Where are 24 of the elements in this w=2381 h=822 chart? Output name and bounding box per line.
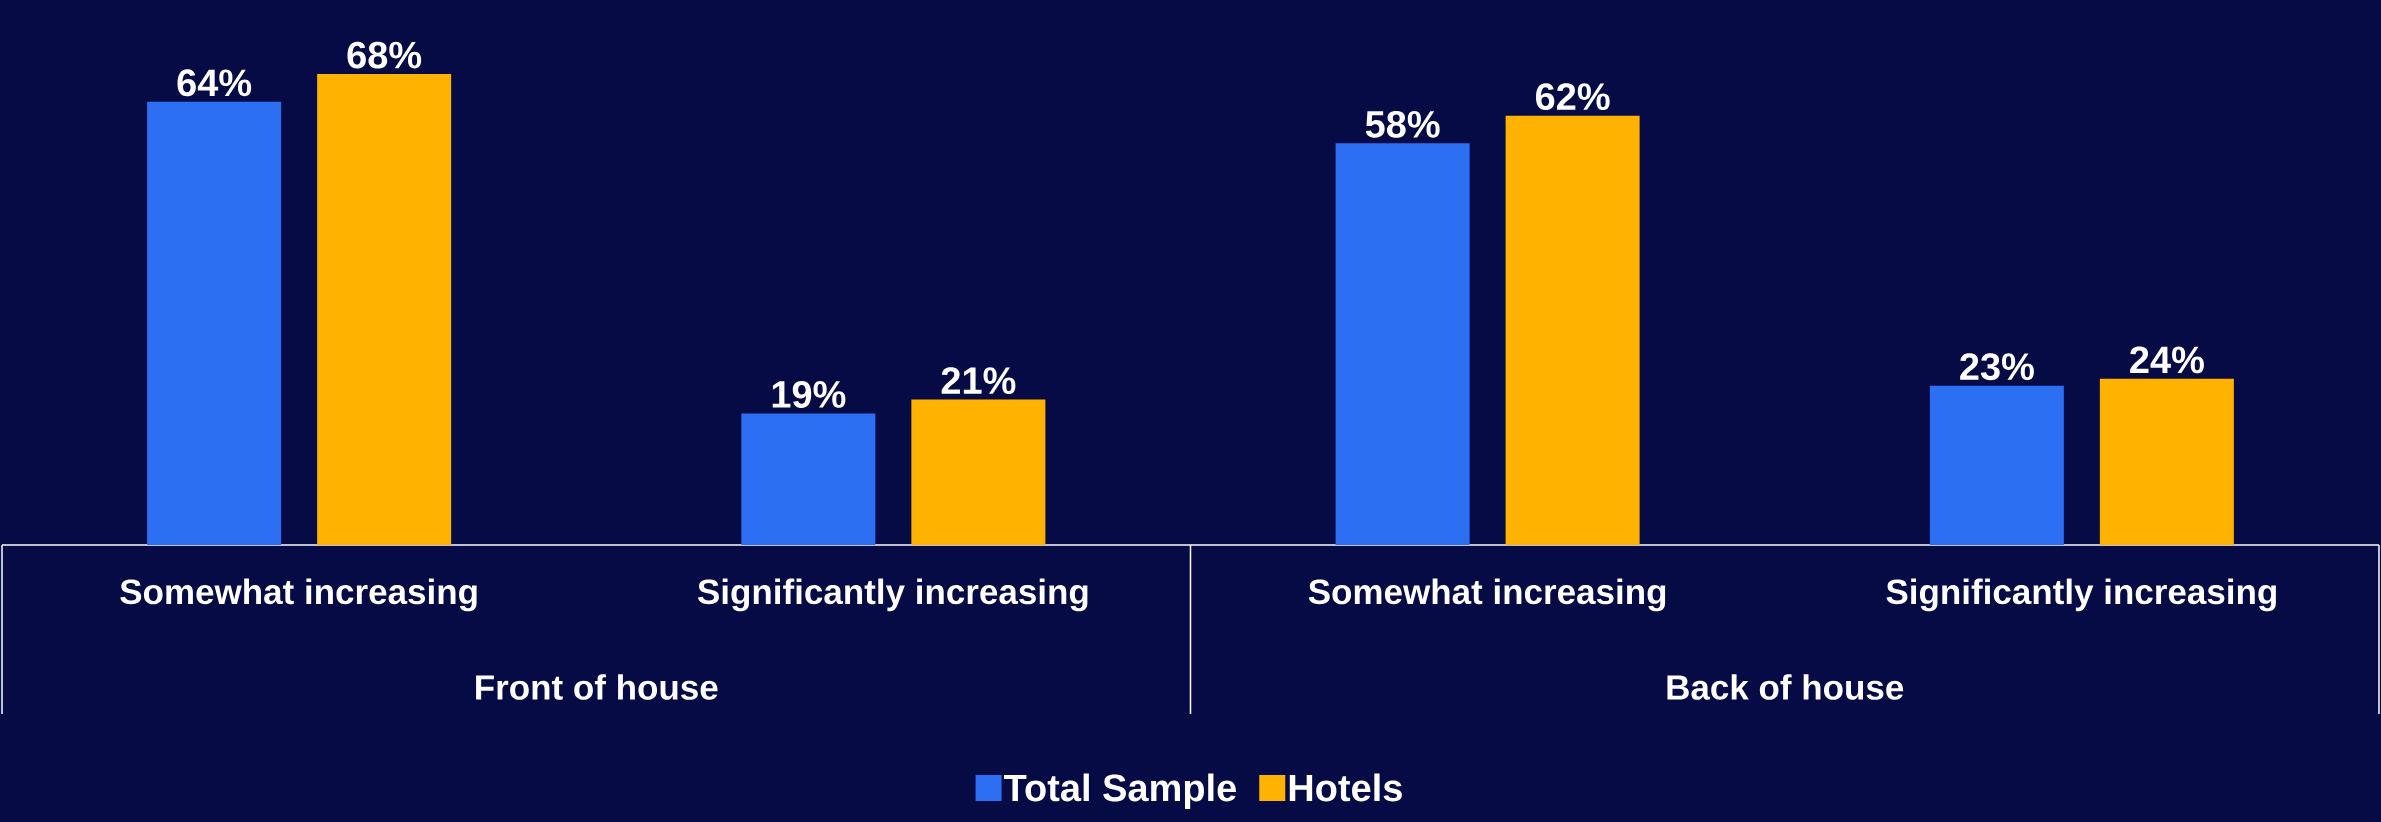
bar: [2099, 378, 2234, 545]
bar: [1505, 115, 1640, 545]
legend-label: Hotels: [1289, 773, 1402, 802]
data-label: 68%: [347, 41, 422, 69]
data-label: 24%: [2130, 346, 2204, 374]
bar: [147, 101, 282, 545]
legend-label: Total Sample: [1004, 773, 1236, 809]
data-label: 23%: [1960, 353, 2034, 381]
x-tick-label: Significantly increasing: [697, 578, 1088, 612]
bar: [911, 399, 1046, 545]
data-label: 58%: [1365, 110, 1440, 138]
data-label: 62%: [1535, 83, 1610, 111]
bar: [741, 413, 876, 545]
bar: [317, 74, 452, 545]
bar: [1929, 385, 2064, 545]
x-tick-label: Significantly increasing: [1886, 578, 2276, 612]
bar: [1335, 143, 1470, 545]
x-tick-label: Somewhat increasing: [120, 578, 477, 612]
text: Back of house: [1667, 674, 1904, 700]
x-tick-label: Somewhat increasing: [1308, 578, 1666, 612]
text: Front of house: [476, 674, 718, 700]
data-label: 19%: [772, 380, 846, 408]
data-label: 21%: [941, 367, 1016, 395]
data-label: 64%: [177, 69, 252, 97]
